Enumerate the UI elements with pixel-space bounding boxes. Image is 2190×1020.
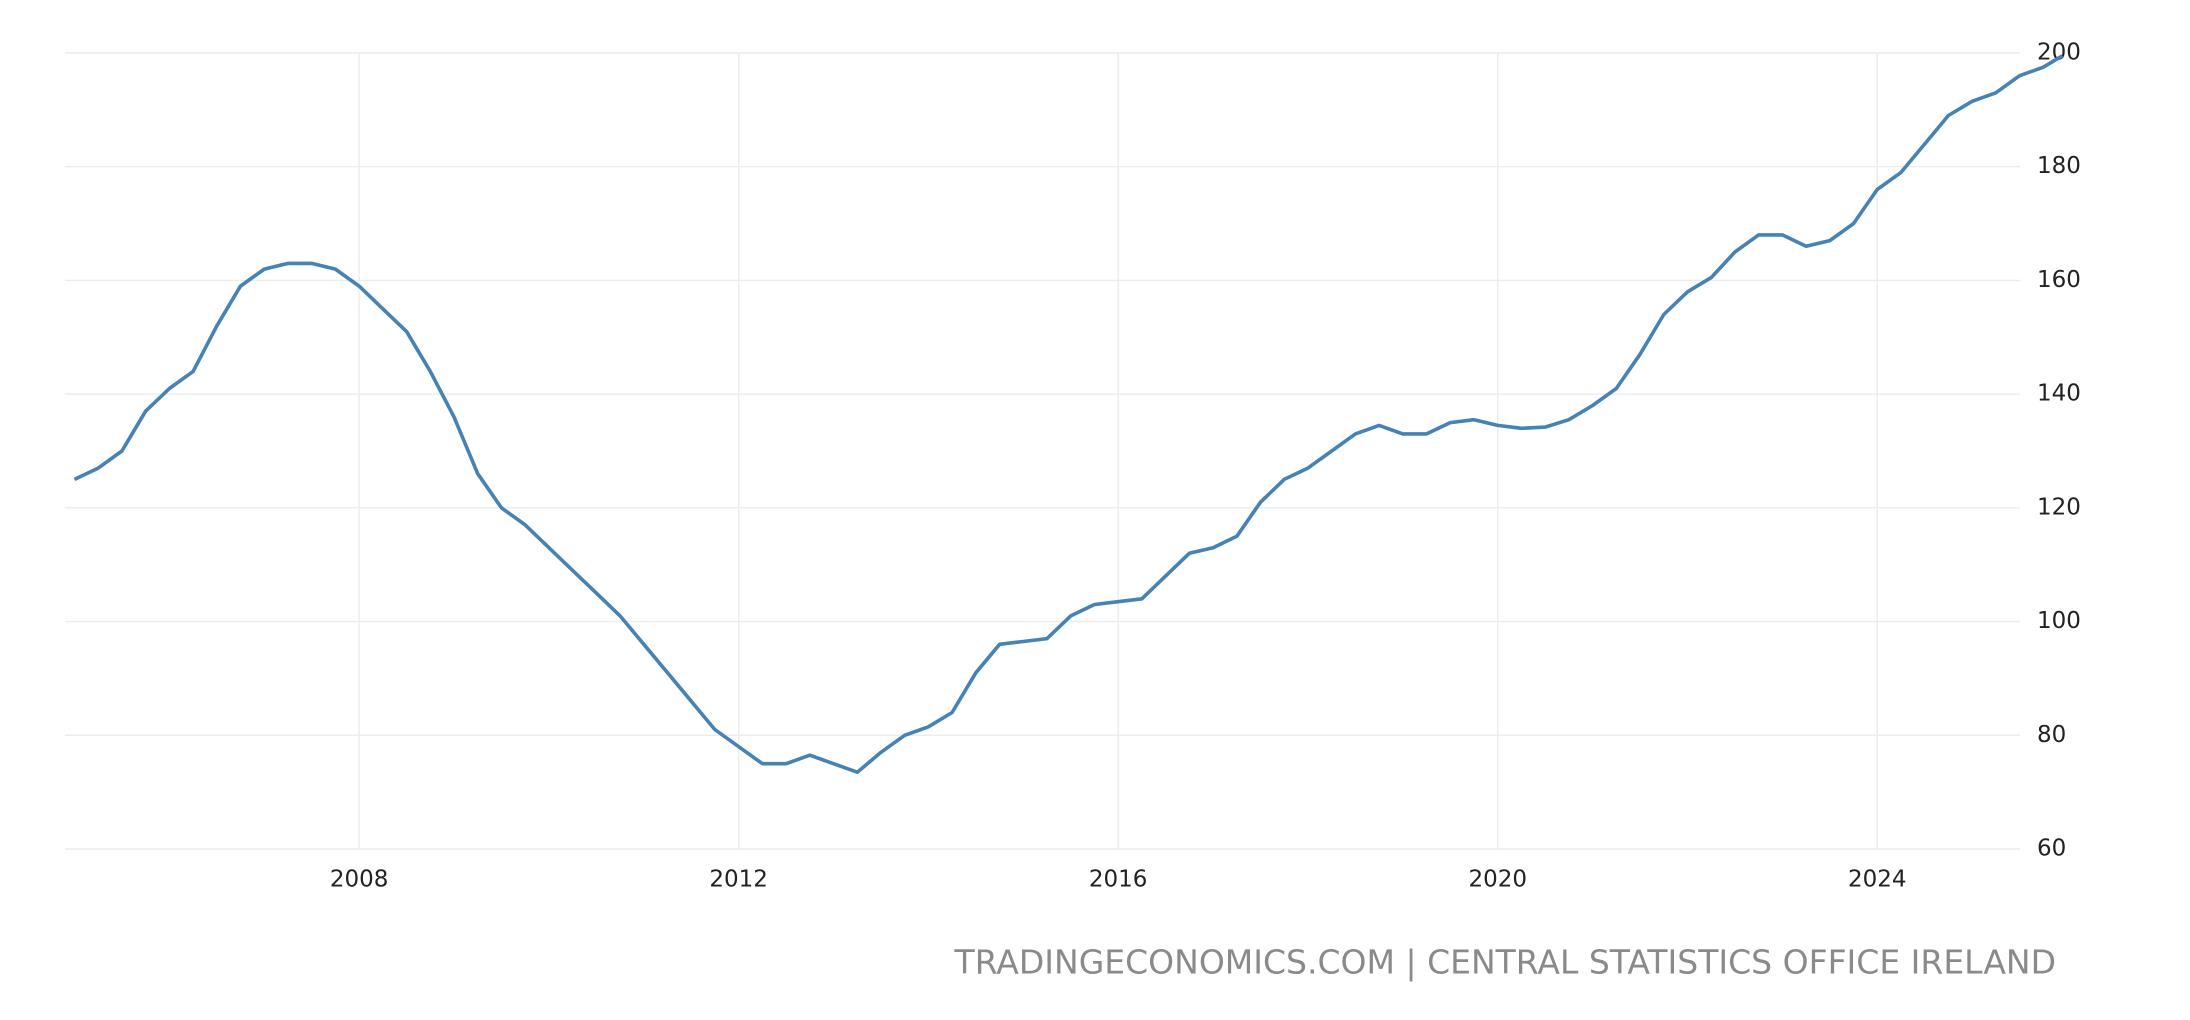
y-tick-label: 60: [2037, 836, 2066, 862]
x-tick-label: 2008: [330, 867, 389, 893]
x-tick-label: 2012: [709, 867, 768, 893]
source: TRADINGECONOMICS.COM | CENTRAL STATISTIC…: [954, 943, 2056, 982]
x-tick-label: 2016: [1089, 867, 1148, 893]
y-tick-label: 120: [2037, 494, 2081, 520]
y-tick-label: 140: [2037, 381, 2081, 407]
y-tick-label: 180: [2037, 153, 2081, 179]
y-tick-label: 80: [2037, 722, 2066, 748]
y-tick-label: 100: [2037, 608, 2081, 634]
x-tick-label: 2020: [1468, 867, 1527, 893]
y-tick-label: 160: [2037, 267, 2081, 293]
y-tick-label: 200: [2037, 40, 2081, 66]
line: [73, 54, 2064, 774]
x-tick-label: 2024: [1848, 867, 1907, 893]
